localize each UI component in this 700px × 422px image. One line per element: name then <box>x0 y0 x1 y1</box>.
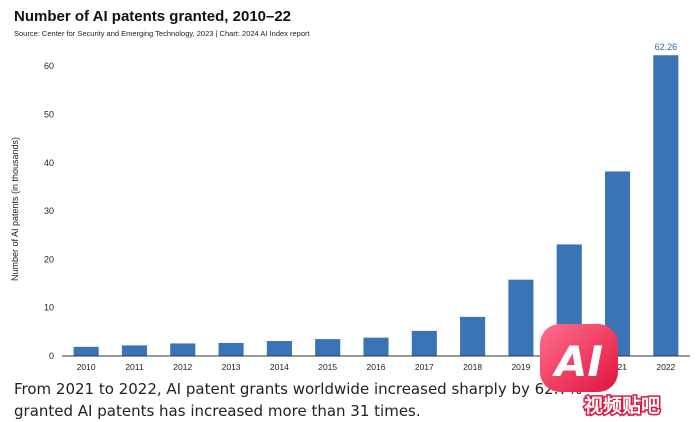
x-tick-label: 2013 <box>222 362 241 372</box>
caption: From 2021 to 2022, AI patent grants worl… <box>14 378 583 422</box>
bar-2018 <box>460 316 486 356</box>
bar-2013 <box>218 342 244 356</box>
x-tick-label: 2019 <box>511 362 530 372</box>
y-tick-label: 50 <box>44 109 54 119</box>
bars: 62.26 <box>73 42 679 357</box>
watermark-tag-text: 视频贴吧 <box>584 394 660 417</box>
bar-2019 <box>508 279 534 356</box>
x-tick-label: 2018 <box>463 362 482 372</box>
x-tick-label: 2015 <box>318 362 337 372</box>
watermark-logo: AI 视频贴吧 <box>540 324 662 417</box>
bar-value-label: 62.26 <box>655 42 678 52</box>
y-tick-label: 20 <box>44 254 54 264</box>
bar-2022 <box>653 55 679 357</box>
bar-2017 <box>411 330 437 356</box>
bar-2021 <box>604 171 631 356</box>
x-tick-label: 2017 <box>415 362 434 372</box>
y-tick-label: 0 <box>49 351 54 361</box>
x-tick-label: 2011 <box>125 362 144 372</box>
y-axis-ticks: 0 10 20 30 40 50 60 <box>44 61 54 361</box>
bar-2010 <box>73 346 99 356</box>
bar-2015 <box>315 339 341 356</box>
x-tick-label: 2010 <box>77 362 96 372</box>
y-tick-label: 60 <box>44 61 54 71</box>
y-tick-label: 40 <box>44 158 54 168</box>
y-tick-label: 30 <box>44 206 54 216</box>
y-tick-label: 10 <box>44 303 54 313</box>
y-axis-label: Number of AI patents (in thousands) <box>10 137 20 281</box>
x-tick-label: 2022 <box>656 362 675 372</box>
x-tick-label: 2014 <box>270 362 289 372</box>
bar-2016 <box>363 337 389 356</box>
caption-line-2: granted AI patents has increased more th… <box>14 402 421 420</box>
x-tick-label: 2012 <box>173 362 192 372</box>
watermark-badge <box>540 324 618 392</box>
caption-line-1: From 2021 to 2022, AI patent grants worl… <box>14 380 583 398</box>
bar-2014 <box>266 341 292 356</box>
chart-title: Number of AI patents granted, 2010–22 <box>14 8 292 25</box>
bar-2011 <box>121 345 148 356</box>
chart-subtitle: Source: Center for Security and Emerging… <box>14 29 310 38</box>
x-tick-label: 2016 <box>367 362 386 372</box>
bar-2012 <box>170 343 196 356</box>
watermark-logo-text: AI <box>552 337 603 386</box>
